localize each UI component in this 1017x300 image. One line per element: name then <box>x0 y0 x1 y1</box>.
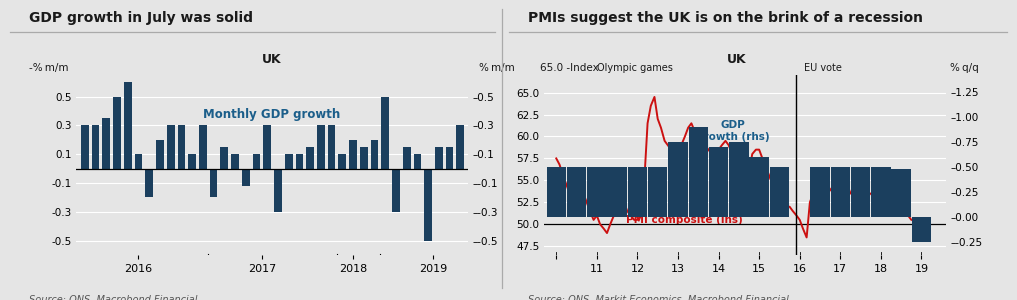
Bar <box>339 154 346 169</box>
Bar <box>178 125 185 169</box>
Bar <box>188 154 196 169</box>
Bar <box>275 169 282 212</box>
Bar <box>113 97 121 169</box>
Bar <box>221 147 228 169</box>
Bar <box>627 167 647 217</box>
Bar <box>134 154 142 169</box>
Bar <box>424 169 432 241</box>
Bar <box>831 167 850 217</box>
Bar <box>306 147 314 169</box>
Bar <box>103 118 110 169</box>
Text: UK: UK <box>727 53 746 66</box>
Bar <box>349 140 357 169</box>
Bar <box>892 169 911 217</box>
Bar <box>381 97 390 169</box>
Bar <box>285 154 293 169</box>
Bar <box>231 154 239 169</box>
Bar <box>911 217 932 242</box>
Bar <box>252 154 260 169</box>
Bar <box>770 167 789 217</box>
Bar <box>403 147 411 169</box>
Bar <box>242 169 249 186</box>
Bar <box>327 125 336 169</box>
Bar <box>156 140 164 169</box>
Bar <box>414 154 421 169</box>
Bar <box>607 167 626 217</box>
Bar <box>445 147 454 169</box>
Text: 65.0 -Index: 65.0 -Index <box>540 63 599 73</box>
Bar <box>689 127 708 217</box>
Bar <box>199 125 206 169</box>
Text: % m/m: % m/m <box>479 63 515 73</box>
Bar <box>81 125 88 169</box>
Text: UK: UK <box>262 53 282 66</box>
Bar <box>872 167 891 217</box>
Bar <box>360 147 367 169</box>
Bar <box>370 140 378 169</box>
Text: GDP growth in July was solid: GDP growth in July was solid <box>29 11 253 25</box>
Text: EU vote: EU vote <box>804 63 842 73</box>
Text: Source: ONS, Markit Economics, Macrobond Financial: Source: ONS, Markit Economics, Macrobond… <box>528 295 789 300</box>
Text: GDP
growth (rhs): GDP growth (rhs) <box>696 120 770 142</box>
Text: PMIs suggest the UK is on the brink of a recession: PMIs suggest the UK is on the brink of a… <box>528 11 923 25</box>
Bar <box>435 147 442 169</box>
Bar <box>750 157 769 217</box>
Bar <box>210 169 218 197</box>
Text: Source: ONS, Macrobond Financial: Source: ONS, Macrobond Financial <box>29 295 197 300</box>
Text: Olympic games: Olympic games <box>597 63 672 73</box>
Bar <box>566 167 586 217</box>
Bar <box>851 167 871 217</box>
Bar <box>457 125 464 169</box>
Bar <box>263 125 272 169</box>
Bar <box>668 142 687 217</box>
Bar <box>296 154 303 169</box>
Bar <box>811 167 830 217</box>
Bar <box>124 82 131 169</box>
Bar <box>709 147 728 217</box>
Bar <box>92 125 100 169</box>
Bar <box>393 169 400 212</box>
Bar <box>587 167 606 217</box>
Bar <box>145 169 154 197</box>
Bar <box>317 125 324 169</box>
Text: % q/q: % q/q <box>950 63 978 73</box>
Text: Monthly GDP growth: Monthly GDP growth <box>203 108 341 121</box>
Bar <box>648 167 667 217</box>
Text: -% m/m: -% m/m <box>29 63 69 73</box>
Bar <box>546 167 566 217</box>
Text: PMI composite (lhs): PMI composite (lhs) <box>626 215 743 225</box>
Bar <box>729 142 749 217</box>
Bar <box>167 125 175 169</box>
